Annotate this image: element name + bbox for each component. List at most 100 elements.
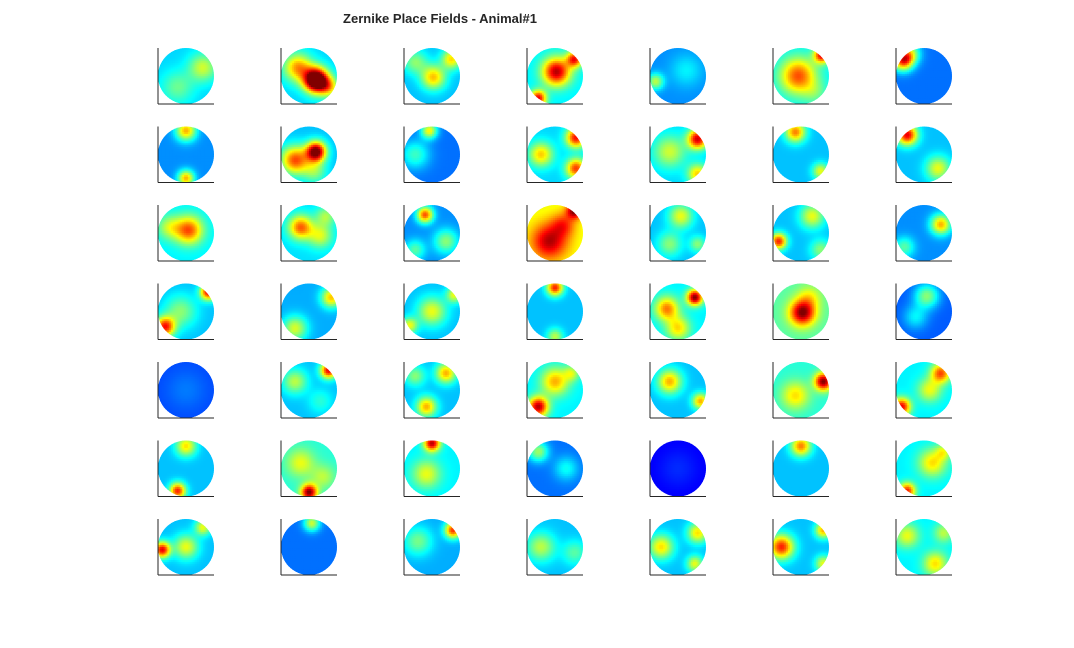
heatmap-cell (299, 72, 303, 75)
heatmap-cell (801, 102, 804, 104)
heatmap-cell (657, 87, 660, 90)
heatmap-cell (905, 55, 908, 58)
heatmap-cell (426, 96, 429, 99)
heatmap-cell (663, 61, 666, 64)
heatmap-cell (925, 59, 929, 62)
heatmap-cell (791, 89, 795, 92)
heatmap-cell (428, 51, 431, 55)
heatmap-cell (428, 94, 431, 98)
heatmap-cell (924, 62, 927, 66)
heatmap-cell (541, 92, 545, 96)
heatmap-cell (683, 66, 687, 70)
heatmap-cell (569, 74, 573, 77)
heatmap-cell (301, 94, 304, 98)
heatmap-cell (432, 76, 435, 79)
heatmap-cell (189, 66, 193, 70)
heatmap-cell (435, 49, 439, 53)
heatmap-cell (180, 81, 183, 85)
heatmap-cell (174, 76, 178, 79)
heatmap-cell (432, 92, 435, 96)
heatmap-cell (823, 85, 826, 88)
heatmap-cell (182, 72, 185, 75)
heatmap-cell (547, 57, 550, 60)
heatmap-cell (899, 64, 903, 68)
heatmap-cell (679, 64, 683, 68)
heatmap-cell (664, 66, 668, 70)
heatmap-cell (927, 66, 931, 70)
heatmap-cell (795, 100, 798, 103)
heatmap-cell (916, 68, 919, 71)
heatmap-cell (199, 62, 202, 66)
heatmap-cell (413, 87, 416, 90)
heatmap-cell (573, 57, 577, 60)
heatmap-cell (918, 57, 921, 60)
heatmap-cell (678, 74, 681, 77)
heatmap-cell (186, 89, 189, 92)
heatmap-cell (172, 72, 176, 75)
heatmap-cell (681, 79, 685, 83)
heatmap-cell (180, 61, 183, 64)
heatmap-cell (320, 77, 323, 81)
heatmap-cell (294, 57, 297, 60)
heatmap-cell (789, 85, 793, 88)
heatmap-cell (773, 76, 776, 79)
heatmap-cell (948, 66, 951, 70)
heatmap-cell (920, 49, 923, 53)
heatmap-cell (814, 79, 817, 83)
heatmap-cell (547, 100, 550, 103)
heatmap-cell (433, 53, 437, 57)
heatmap-cell (178, 81, 181, 85)
heatmap-cell (562, 59, 565, 62)
heatmap-cell (446, 100, 450, 103)
heatmap-cell (806, 49, 810, 53)
heatmap-cell (159, 85, 163, 88)
heatmap-cell (566, 92, 569, 96)
heatmap-cell (172, 96, 176, 99)
heatmap-cell (458, 70, 460, 73)
heatmap-cell (702, 87, 705, 90)
heatmap-cell (795, 94, 798, 98)
heatmap-cell (776, 68, 780, 71)
heatmap-cell (307, 59, 310, 62)
heatmap-cell (435, 72, 439, 75)
heatmap-cell (573, 92, 577, 96)
heatmap-cell (670, 96, 673, 99)
heatmap-cell (776, 72, 780, 75)
heatmap-cell (778, 57, 782, 60)
heatmap-cell (691, 59, 694, 62)
heatmap-cell (418, 70, 422, 73)
heatmap-cell (573, 55, 577, 58)
heatmap-cell (420, 51, 424, 55)
heatmap-cell (426, 77, 429, 81)
heatmap-cell (670, 77, 673, 81)
heatmap-cell (439, 57, 442, 60)
heatmap-cell (678, 76, 681, 79)
heatmap-cell (200, 59, 204, 62)
heatmap-cell (935, 61, 938, 64)
heatmap-cell (670, 70, 673, 73)
heatmap-cell (418, 48, 422, 51)
heatmap-cell (448, 89, 452, 92)
heatmap-cell (661, 66, 664, 70)
heatmap-cell (938, 64, 942, 68)
heatmap-cell (551, 96, 554, 99)
heatmap-cell (165, 66, 168, 70)
heatmap-cell (929, 48, 933, 51)
heatmap-cell (541, 83, 545, 86)
heatmap-cell (558, 72, 562, 75)
heatmap-cell (309, 49, 312, 53)
heatmap-cell (581, 64, 583, 68)
heatmap-cell (295, 74, 299, 77)
heatmap-cell (801, 77, 804, 81)
heatmap-cell (424, 51, 427, 55)
heatmap-cell (171, 83, 174, 86)
heatmap-cell (322, 85, 325, 88)
heatmap-cell (413, 83, 416, 86)
heatmap-cell (795, 83, 798, 86)
heatmap-cell (418, 98, 422, 101)
heatmap-cell (547, 79, 550, 83)
heatmap-cell (435, 85, 439, 88)
heatmap-cell (793, 90, 796, 94)
heatmap-cell (290, 98, 293, 101)
heatmap-cell (784, 49, 787, 53)
